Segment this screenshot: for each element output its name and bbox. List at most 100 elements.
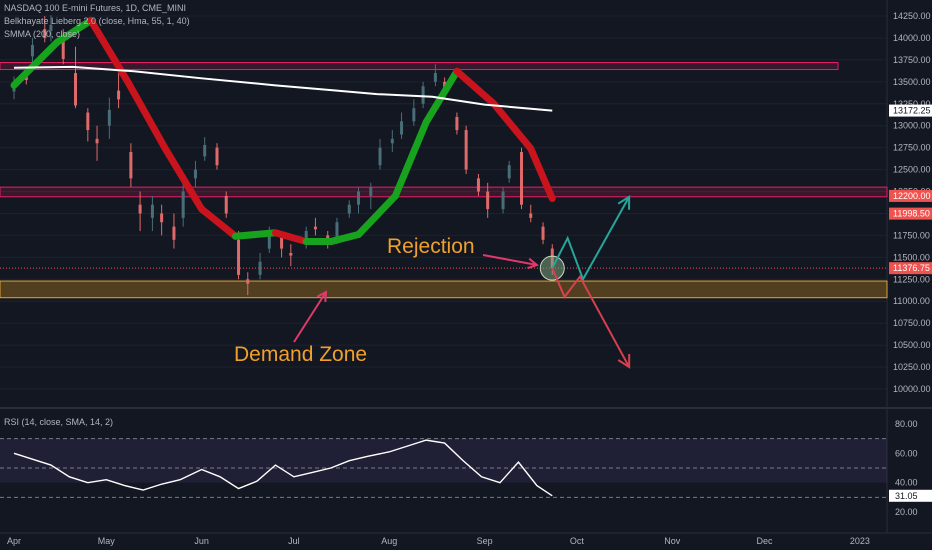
candle-body <box>107 109 111 126</box>
candle-body <box>129 152 133 179</box>
time-tick-label: May <box>98 536 116 546</box>
candle-body <box>335 222 339 240</box>
candle-body <box>160 213 164 223</box>
rsi-tick-label: 40.00 <box>895 478 918 488</box>
candle-body <box>412 108 416 122</box>
demand-zone-arrow-head <box>316 290 328 303</box>
candle-body <box>541 226 545 240</box>
candle-body <box>74 73 78 106</box>
price-tick-label: 13750.00 <box>893 55 931 65</box>
time-tick-label: Nov <box>664 536 681 546</box>
price-badge <box>889 262 932 275</box>
candle-body <box>150 204 154 218</box>
hma-segment <box>231 229 279 240</box>
rejection-label: Rejection <box>387 235 475 258</box>
price-tick-label: 10250.00 <box>893 362 931 372</box>
candle-body <box>390 138 394 144</box>
price-tick-label: 13500.00 <box>893 77 931 87</box>
time-tick-label: Aug <box>381 536 397 546</box>
resistance-zone <box>0 62 839 71</box>
projection-green-path <box>551 196 631 282</box>
rejection-arrow-head <box>527 257 540 270</box>
time-tick-label: Sep <box>477 536 493 546</box>
candle-body <box>181 191 185 218</box>
candle-body <box>421 86 425 104</box>
candle-body <box>30 44 34 57</box>
price-tick-label: 11000.00 <box>893 296 930 306</box>
candle-body <box>203 145 207 157</box>
candle-body <box>86 112 90 131</box>
candle-body <box>356 191 360 205</box>
resistance-zone <box>0 186 888 198</box>
hma-segment <box>124 78 169 152</box>
price-tick-label: 13250.00 <box>893 99 931 109</box>
projection-red-path <box>551 267 631 368</box>
candle-body <box>520 152 524 205</box>
hma-segment <box>391 118 430 200</box>
hma-line <box>10 16 556 246</box>
demand-zone <box>0 280 888 299</box>
time-tick-label: 2023 <box>850 536 870 546</box>
hma-segment <box>271 229 310 246</box>
projection-red-arrowhead <box>617 354 631 369</box>
price-tick-label: 11250.00 <box>893 274 930 284</box>
price-tick-label: 12500.00 <box>893 165 931 175</box>
smma-line <box>13 65 553 112</box>
price-badge <box>889 207 932 220</box>
candle-body <box>433 73 437 82</box>
candle-body <box>507 165 511 179</box>
indicator-legend-smma[interactable]: SMMA (200, close) <box>4 29 81 39</box>
candle-body <box>43 29 47 38</box>
price-badge-label: 11376.75 <box>893 263 930 273</box>
price-badge-label: 11998.50 <box>893 209 930 219</box>
candle-body <box>369 187 373 196</box>
rsi-badge-label: 31.05 <box>895 491 918 501</box>
candle-body <box>476 178 480 192</box>
price-badge <box>889 189 932 202</box>
candle-body <box>138 204 142 214</box>
hma-segment <box>527 145 556 203</box>
candle-body <box>215 147 219 166</box>
rsi-legend[interactable]: RSI (14, close, SMA, 14, 2) <box>4 417 114 427</box>
candle-body <box>400 121 404 135</box>
candle-body <box>95 138 99 144</box>
hma-segment <box>354 192 399 239</box>
hma-segment <box>422 67 461 126</box>
indicator-legend-belkhayate[interactable]: Belkhayate Lieberg 2.0 (close, Hma, 55, … <box>4 16 190 26</box>
candle-body <box>304 231 308 245</box>
price-tick-label: 13000.00 <box>893 121 931 131</box>
price-tick-label: 11500.00 <box>893 252 930 262</box>
smma-path <box>13 65 553 112</box>
candle-body <box>267 232 271 249</box>
candle-body <box>501 191 505 210</box>
hma-segment <box>327 231 362 246</box>
candle-body <box>280 235 284 249</box>
candle-body <box>258 261 262 275</box>
price-zones <box>0 62 888 299</box>
price-tick-label: 11750.00 <box>893 230 930 240</box>
candle-body <box>347 204 351 214</box>
hma-segment <box>10 38 61 89</box>
demand-zone-label: Demand Zone <box>234 343 368 366</box>
candle-body <box>486 191 490 210</box>
price-tick-label: 12750.00 <box>893 143 931 153</box>
candle-body <box>61 37 65 60</box>
rsi-band <box>0 438 887 483</box>
demand-zone-arrow <box>293 291 327 343</box>
projection-arrows <box>293 194 631 369</box>
hma-segment <box>490 100 535 153</box>
price-tick-label: 10500.00 <box>893 340 931 350</box>
time-tick-label: Jul <box>288 536 300 546</box>
candle-body <box>378 147 382 166</box>
candle-body <box>117 90 121 100</box>
rsi-tick-label: 60.00 <box>895 448 918 458</box>
rsi-panel <box>0 438 887 498</box>
candle-body <box>172 226 176 240</box>
hma-segment <box>161 144 206 213</box>
symbol-title[interactable]: NASDAQ 100 E-mini Futures, 1D, CME_MINI <box>4 3 187 13</box>
rejection-arrow <box>482 254 538 266</box>
candle-body <box>529 213 533 218</box>
time-tick-label: Jun <box>194 536 209 546</box>
